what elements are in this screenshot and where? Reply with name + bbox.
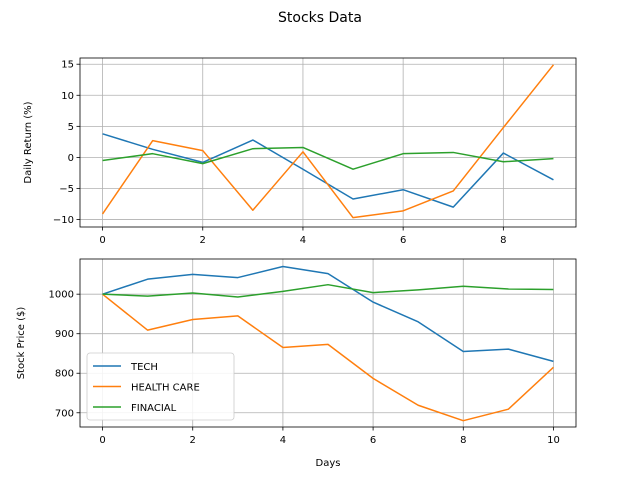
legend-label: FINACIAL [131,403,177,414]
x-tick-label: 4 [280,435,286,446]
x-tick-label: 0 [99,435,105,446]
series-line-health-care [101,64,555,219]
x-tick-label: 8 [460,435,466,446]
series-line-finacial [102,146,554,170]
legend: TECH HEALTH CARE FINACIAL [86,352,235,421]
axes-frame [79,57,577,228]
y-axis-label: Stock Price ($) [16,307,27,380]
x-tick-label: 4 [300,235,306,246]
x-tick-label: 0 [99,235,105,246]
x-tick-label: 8 [500,235,506,246]
legend-box [86,352,235,421]
series-line-finacial [102,283,554,298]
y-tick-label: 1000 [49,290,74,301]
x-tick-label: 2 [200,235,206,246]
legend-label: HEALTH CARE [131,383,200,394]
daily-return-chart: 0 2 4 6 8 −10 −5 0 5 10 15 Daily Return (%) [23,57,577,246]
x-tick-label: 2 [190,435,196,446]
y-axis-label: Daily Return (%) [23,101,34,183]
x-axis-label: Days [316,458,341,469]
y-tick-label: 15 [61,60,74,71]
y-tick-label: 800 [55,369,74,380]
y-tick-label: 0 [68,153,74,164]
series-line-health-care [102,293,554,422]
y-tick-label: −5 [59,184,74,195]
y-tick-label: −10 [53,215,74,226]
x-tick-label: 6 [370,435,376,446]
series-line-tech [102,265,554,363]
y-tick-label: 900 [55,329,74,340]
legend-label: TECH [130,362,158,373]
y-tick-label: 5 [68,122,74,133]
y-tick-label: 700 [55,408,74,419]
figure-title: Stocks Data [278,10,362,26]
x-tick-label: 10 [547,435,560,446]
axes-frame [79,258,577,428]
x-tick-label: 6 [400,235,406,246]
y-tick-label: 10 [61,91,74,102]
stock-price-chart: 0 2 4 6 8 10 700 800 900 1000 Stock Price ($) Days T… [16,258,577,469]
